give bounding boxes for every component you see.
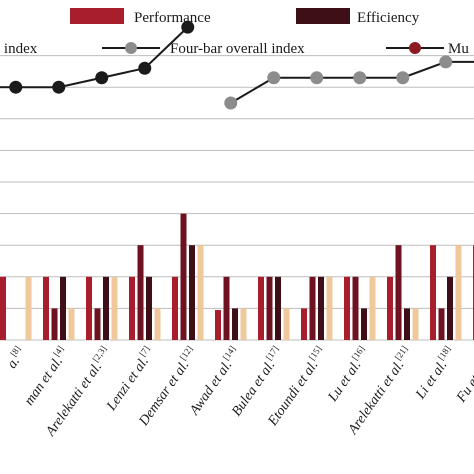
- bar-efficiency: [404, 308, 410, 340]
- legend-label-overall-index: l index: [0, 41, 38, 57]
- bar-mid: [438, 308, 445, 340]
- index-lines: [0, 20, 474, 110]
- x-tick-label: Li et al.[18]: [410, 344, 459, 403]
- bar-mid: [266, 276, 273, 340]
- four-bar-marker: [310, 71, 324, 85]
- four-bar-marker: [224, 96, 238, 110]
- bar-tan: [197, 245, 204, 340]
- bar-tan: [25, 276, 32, 340]
- legend-swatch-efficiency: [296, 8, 350, 24]
- legend-swatch-performance: [70, 8, 124, 24]
- legend-label-multi: Mu: [448, 41, 469, 57]
- bar-efficiency: [60, 276, 66, 340]
- x-tick-label: a.[8]: [2, 344, 29, 372]
- bar-efficiency: [189, 245, 195, 340]
- legend-label-efficiency: Efficiency: [357, 10, 420, 26]
- bar-mid: [395, 245, 402, 340]
- bars: [0, 213, 474, 340]
- bar-efficiency: [103, 276, 109, 340]
- x-tick-label: Lu et al.[16]: [323, 344, 373, 405]
- bar-tan: [111, 276, 118, 340]
- bar-mid: [352, 276, 359, 340]
- legend-marker-four-bar: [125, 42, 137, 54]
- four-bar-line: [230, 60, 474, 104]
- bar-efficiency: [361, 308, 367, 340]
- bar-efficiency: [447, 276, 453, 340]
- bar-performance: [430, 245, 436, 340]
- bar-tan: [240, 308, 247, 340]
- bar-performance: [387, 276, 393, 340]
- bar-performance: [129, 276, 135, 340]
- bar-mid: [94, 308, 101, 340]
- bar-tan: [369, 276, 376, 340]
- bar-tan: [154, 308, 161, 340]
- bar-performance: [43, 276, 49, 340]
- overall-index-marker: [52, 80, 66, 94]
- bar-efficiency: [318, 276, 324, 340]
- overall-index-marker: [95, 71, 109, 85]
- legend-marker-multi: [409, 42, 421, 54]
- overall-index-marker: [181, 20, 195, 34]
- bar-tan: [412, 308, 419, 340]
- bar-performance: [215, 310, 221, 340]
- bar-tan: [68, 308, 75, 340]
- bar-performance: [86, 276, 92, 340]
- legend-label-performance: Performance: [134, 10, 211, 26]
- bar-efficiency: [232, 308, 238, 340]
- bar-mid: [137, 245, 144, 340]
- gridlines: [0, 55, 474, 341]
- bar-mid: [51, 308, 58, 340]
- four-bar-marker: [396, 71, 410, 85]
- bar-mid: [180, 213, 187, 340]
- legend-label-four-bar: Four-bar overall index: [170, 41, 305, 57]
- four-bar-marker: [353, 71, 367, 85]
- x-tick-label: man et al.[4]: [19, 344, 72, 408]
- overall-index-marker: [138, 61, 152, 75]
- bar-efficiency: [146, 276, 152, 340]
- x-tick-label: Fu et al.[19]: [451, 344, 474, 406]
- x-tick-labels: a.[8]man et al.[4]Arelekatti et al.[2,3]…: [2, 344, 474, 440]
- four-bar-marker: [267, 71, 281, 85]
- bar-performance: [344, 276, 350, 340]
- legend: Performance Efficiency l index Four-bar …: [0, 8, 469, 57]
- overall-index-marker: [9, 80, 23, 94]
- bar-tan: [283, 308, 290, 340]
- bar-mid: [223, 276, 230, 340]
- bar-performance: [258, 276, 264, 340]
- bar-tan: [326, 276, 333, 340]
- bar-efficiency: [275, 276, 281, 340]
- bar-tan: [455, 245, 462, 340]
- bar-performance: [172, 276, 178, 340]
- bar-performance: [0, 276, 6, 340]
- bar-performance: [301, 308, 307, 340]
- bar-mid: [309, 276, 316, 340]
- four-bar-marker: [439, 55, 453, 69]
